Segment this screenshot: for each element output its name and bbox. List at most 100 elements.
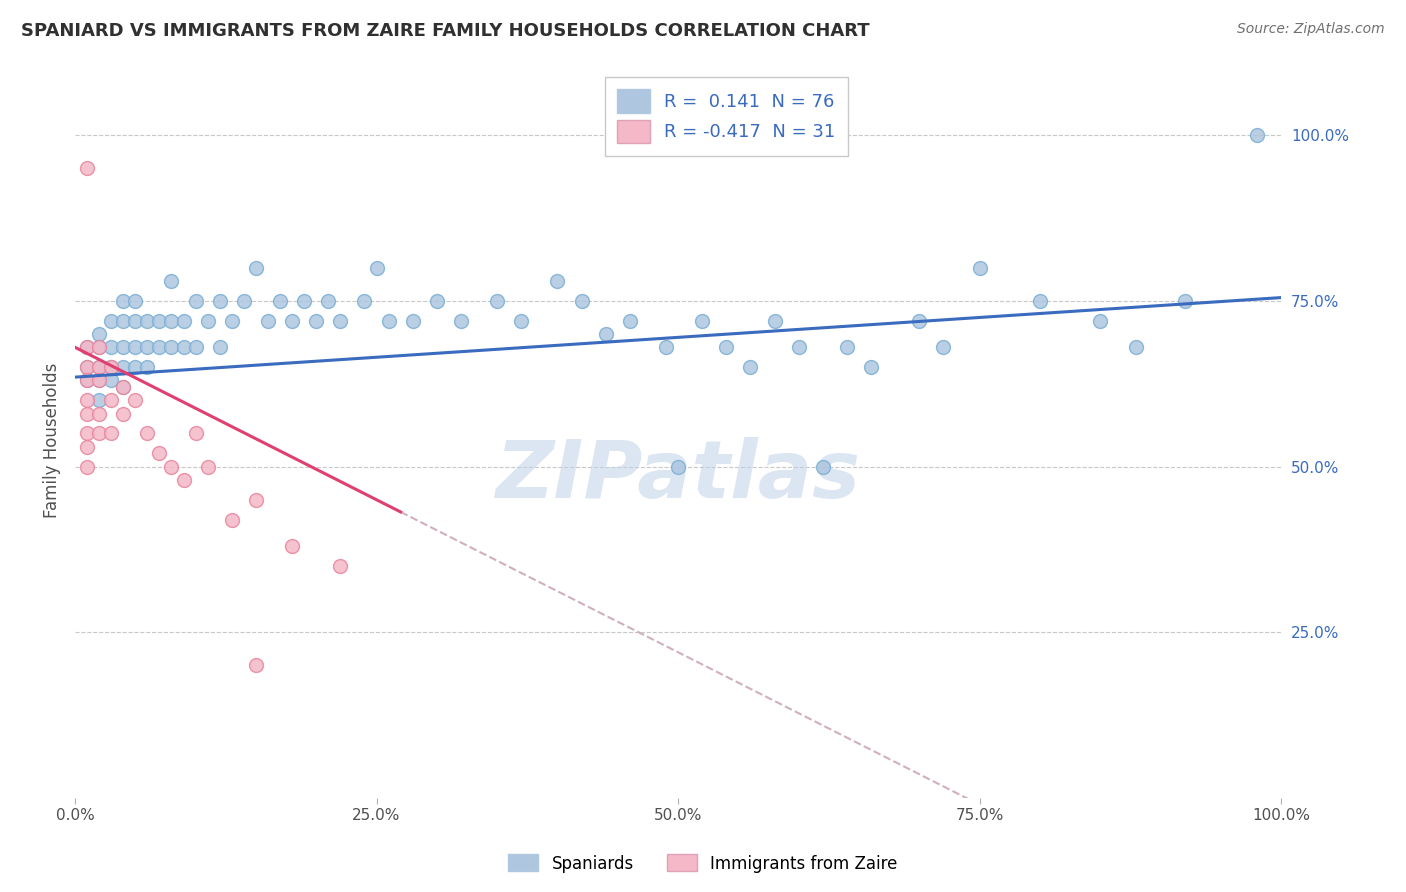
- Point: [221, 513, 243, 527]
- Point: [281, 314, 304, 328]
- Point: [197, 459, 219, 474]
- Point: [76, 161, 98, 176]
- Point: [232, 293, 254, 308]
- Point: [402, 314, 425, 328]
- Point: [1125, 340, 1147, 354]
- Point: [173, 340, 195, 354]
- Point: [1174, 293, 1197, 308]
- Point: [160, 314, 183, 328]
- Point: [716, 340, 738, 354]
- Point: [245, 658, 267, 673]
- Point: [450, 314, 472, 328]
- Point: [112, 314, 135, 328]
- Point: [76, 360, 98, 375]
- Point: [148, 340, 170, 354]
- Point: [100, 360, 122, 375]
- Point: [148, 446, 170, 460]
- Point: [100, 393, 122, 408]
- Point: [124, 340, 146, 354]
- Point: [76, 340, 98, 354]
- Point: [89, 326, 111, 341]
- Point: [366, 260, 388, 275]
- Point: [1246, 128, 1268, 143]
- Point: [208, 340, 231, 354]
- Point: [571, 293, 593, 308]
- Point: [76, 374, 98, 388]
- Point: [136, 340, 159, 354]
- Point: [100, 360, 122, 375]
- Point: [510, 314, 533, 328]
- Point: [76, 393, 98, 408]
- Point: [89, 393, 111, 408]
- Point: [486, 293, 509, 308]
- Point: [76, 426, 98, 441]
- Point: [136, 360, 159, 375]
- Point: [811, 459, 834, 474]
- Point: [329, 314, 352, 328]
- Point: [257, 314, 280, 328]
- Point: [245, 260, 267, 275]
- Point: [89, 340, 111, 354]
- Point: [184, 340, 207, 354]
- Point: [245, 492, 267, 507]
- Point: [124, 293, 146, 308]
- Point: [89, 407, 111, 421]
- Point: [173, 473, 195, 487]
- Legend: Spaniards, Immigrants from Zaire: Spaniards, Immigrants from Zaire: [502, 847, 904, 880]
- Point: [377, 314, 399, 328]
- Point: [860, 360, 883, 375]
- Point: [112, 340, 135, 354]
- Point: [76, 374, 98, 388]
- Point: [1088, 314, 1111, 328]
- Point: [89, 360, 111, 375]
- Point: [690, 314, 713, 328]
- Point: [221, 314, 243, 328]
- Point: [835, 340, 858, 354]
- Point: [89, 340, 111, 354]
- Point: [160, 459, 183, 474]
- Point: [136, 426, 159, 441]
- Point: [89, 374, 111, 388]
- Point: [100, 314, 122, 328]
- Y-axis label: Family Households: Family Households: [44, 362, 60, 517]
- Point: [655, 340, 678, 354]
- Point: [76, 407, 98, 421]
- Point: [76, 459, 98, 474]
- Point: [136, 314, 159, 328]
- Point: [112, 380, 135, 394]
- Point: [908, 314, 931, 328]
- Point: [173, 314, 195, 328]
- Point: [76, 360, 98, 375]
- Text: ZIPatlas: ZIPatlas: [495, 437, 860, 515]
- Point: [197, 314, 219, 328]
- Point: [1029, 293, 1052, 308]
- Text: Source: ZipAtlas.com: Source: ZipAtlas.com: [1237, 22, 1385, 37]
- Point: [740, 360, 762, 375]
- Point: [100, 426, 122, 441]
- Point: [112, 360, 135, 375]
- Point: [546, 274, 568, 288]
- Point: [148, 314, 170, 328]
- Point: [292, 293, 315, 308]
- Point: [281, 539, 304, 553]
- Point: [100, 374, 122, 388]
- Point: [787, 340, 810, 354]
- Point: [160, 340, 183, 354]
- Point: [124, 360, 146, 375]
- Point: [76, 440, 98, 454]
- Point: [208, 293, 231, 308]
- Point: [160, 274, 183, 288]
- Point: [426, 293, 449, 308]
- Point: [329, 559, 352, 574]
- Point: [89, 374, 111, 388]
- Point: [595, 326, 617, 341]
- Point: [269, 293, 291, 308]
- Point: [184, 293, 207, 308]
- Point: [666, 459, 689, 474]
- Point: [305, 314, 328, 328]
- Point: [619, 314, 641, 328]
- Point: [89, 360, 111, 375]
- Point: [112, 407, 135, 421]
- Point: [112, 293, 135, 308]
- Point: [89, 426, 111, 441]
